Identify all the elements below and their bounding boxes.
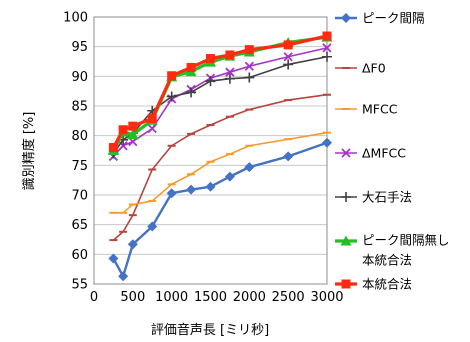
data-point	[225, 50, 235, 60]
data-point	[186, 62, 196, 72]
x-tick-label: 1500	[194, 290, 227, 305]
y-tick-label: 90	[71, 70, 88, 85]
plot-area	[93, 16, 328, 285]
data-point	[118, 125, 128, 135]
series-group	[107, 31, 333, 282]
x-tick-label: 2500	[272, 290, 305, 305]
data-point	[244, 72, 255, 83]
legend-item: ΔMFCC	[335, 146, 406, 161]
data-point	[322, 51, 332, 62]
legend-label: MFCC	[362, 102, 398, 117]
data-point	[283, 52, 293, 62]
data-point	[322, 137, 332, 148]
y-tick-label: 80	[71, 129, 88, 144]
series-4	[108, 43, 332, 162]
y-tick-labels: 55 60 65 70 75 80 85 90 95 100	[63, 11, 88, 293]
data-point	[322, 43, 332, 53]
series-1	[108, 137, 332, 282]
data-point	[118, 271, 129, 282]
x-tick-labels: 0 500 1000 1500 2000 2500 3000	[90, 290, 344, 305]
series-7	[108, 31, 332, 153]
y-tick-label: 85	[71, 100, 88, 115]
data-point	[147, 113, 157, 123]
legend-label: ΔMFCC	[362, 146, 406, 161]
x-tick-label: 0	[90, 290, 98, 305]
legend-key-marker	[341, 148, 351, 158]
legend-label: 本統合法	[362, 277, 412, 292]
y-tick-label: 60	[71, 248, 88, 263]
y-axis-title: 識別精度 [%]	[21, 112, 37, 191]
legend-item: 大石手法	[335, 190, 412, 205]
data-point	[283, 59, 294, 70]
x-tick-label: 500	[120, 290, 145, 305]
data-point	[224, 73, 235, 84]
legend-label: ピーク間隔	[362, 11, 425, 26]
legend-label: 大石手法	[362, 190, 412, 205]
series-line	[112, 47, 328, 157]
data-point	[205, 76, 216, 87]
data-point	[108, 253, 119, 264]
data-point	[244, 45, 254, 55]
series-3	[109, 131, 331, 214]
data-point	[186, 184, 197, 195]
data-point	[206, 54, 215, 64]
series-line	[112, 34, 328, 149]
data-point	[225, 67, 235, 77]
x-tick-label: 1000	[155, 290, 188, 305]
data-point	[283, 151, 294, 162]
series-2	[109, 93, 331, 242]
data-point	[224, 171, 235, 182]
series-5	[108, 51, 332, 159]
data-point	[167, 71, 177, 81]
y-tick-label: 70	[71, 189, 88, 204]
data-point	[108, 143, 118, 153]
legend-key-marker	[341, 13, 351, 23]
legend-label: ΔF0	[362, 61, 386, 76]
y-tick-label: 65	[71, 218, 88, 233]
x-tick-label: 2000	[233, 290, 266, 305]
legend-key-marker	[340, 235, 352, 246]
legend-label: ピーク間隔無し	[362, 233, 450, 248]
series-line	[112, 141, 328, 278]
data-point	[205, 181, 216, 192]
series-line	[112, 55, 328, 154]
data-point	[244, 61, 254, 71]
legend-key-marker	[341, 192, 351, 202]
legend-item: ΔF0	[335, 61, 386, 76]
series-line	[113, 131, 328, 214]
series-line	[112, 93, 328, 241]
y-tick-label: 75	[71, 159, 88, 174]
legend-item: ピーク間隔	[335, 11, 425, 26]
data-point	[128, 121, 138, 131]
data-point	[322, 31, 332, 41]
y-tick-label: 55	[71, 278, 88, 293]
y-tick-label: 95	[71, 40, 88, 55]
data-point	[147, 123, 157, 134]
data-point	[166, 188, 177, 199]
legend-label: 本統合法	[362, 253, 412, 268]
data-point	[186, 87, 197, 98]
data-point	[127, 239, 138, 250]
x-axis-title: 評価音声長 [ミリ秒]	[151, 322, 269, 338]
legend-key-marker	[341, 279, 351, 289]
data-point	[147, 221, 158, 232]
y-tick-label: 100	[63, 11, 88, 26]
data-point	[283, 40, 293, 50]
data-point	[244, 162, 255, 173]
legend-item: MFCC	[335, 102, 398, 117]
x-tick-label: 3000	[310, 290, 343, 305]
legend-item: 本統合法	[335, 277, 412, 292]
data-point	[166, 91, 177, 102]
data-point	[127, 128, 139, 139]
